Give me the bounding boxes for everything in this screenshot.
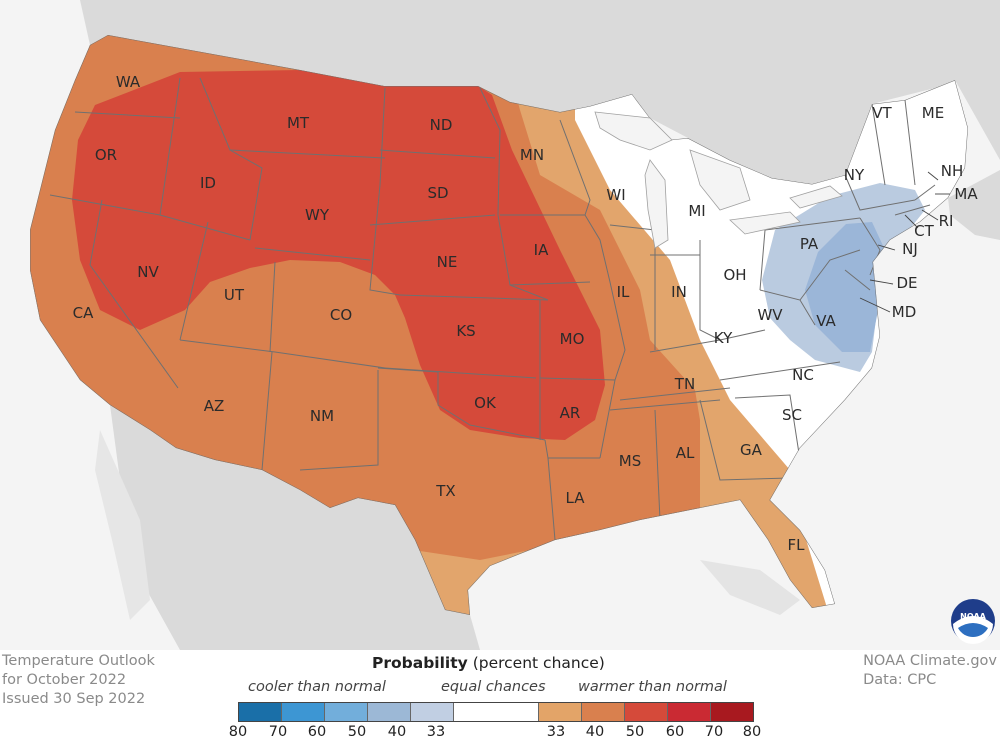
legend-swatch-warm-60-70 (668, 703, 711, 721)
state-label-tn: TN (674, 375, 695, 393)
caption-line-issued: Issued 30 Sep 2022 (2, 691, 146, 707)
leader-line-nh (927, 171, 939, 181)
state-label-nm: NM (310, 407, 334, 425)
state-label-wa: WA (116, 73, 141, 91)
legend-swatch-warm-70-80 (711, 703, 753, 721)
legend-tick: 50 (625, 724, 645, 740)
state-label-or: OR (95, 146, 117, 164)
state-label-ky: KY (714, 329, 733, 347)
outlook-map: WA OR CA ID NV MT WY UT AZ CO NM ND SD N… (0, 0, 1000, 650)
legend-tick: 80 (228, 724, 248, 740)
state-label-sd: SD (427, 184, 448, 202)
state-label-fl: FL (788, 536, 806, 554)
state-label-il: IL (617, 283, 630, 301)
legend-tick: 50 (347, 724, 367, 740)
state-label-ms: MS (619, 452, 641, 470)
state-label-wy: WY (305, 206, 330, 224)
caption-line-period: for October 2022 (2, 672, 127, 688)
state-label-ny: NY (844, 166, 865, 184)
legend-title-rest: (percent chance) (472, 654, 605, 672)
legend-color-bar (238, 702, 754, 722)
legend-swatch-equal-chances (454, 703, 539, 721)
leader-line-de (869, 279, 894, 285)
state-label-mi: MI (688, 202, 705, 220)
state-label-va: VA (816, 312, 836, 330)
legend-swatch-cool-50-60 (325, 703, 368, 721)
credit-data: Data: CPC (863, 672, 937, 688)
leader-line-md (859, 297, 891, 313)
state-label-id: ID (200, 174, 216, 192)
legend-tick: 70 (704, 724, 724, 740)
state-label-wi: WI (606, 186, 625, 204)
legend-swatch-warm-33-40 (539, 703, 582, 721)
state-label-nv: NV (137, 263, 159, 281)
legend-cooler-caption: cooler than normal (248, 679, 386, 695)
legend-tick: 40 (387, 724, 407, 740)
state-label-nc: NC (792, 366, 814, 384)
legend-tick: 60 (665, 724, 685, 740)
state-label-de: DE (896, 274, 917, 292)
state-label-wv: WV (757, 306, 783, 324)
credits: NOAA Climate.gov Data: CPC (863, 652, 997, 690)
legend-title-bold: Probability (372, 654, 468, 672)
state-label-ne: NE (437, 253, 458, 271)
credit-source: NOAA Climate.gov (863, 653, 997, 669)
legend-tick: 33 (546, 724, 566, 740)
state-label-mt: MT (287, 114, 310, 132)
state-label-ar: AR (560, 404, 581, 422)
caption-line-title: Temperature Outlook (2, 653, 155, 669)
state-label-in: IN (671, 283, 687, 301)
state-label-la: LA (566, 489, 586, 507)
state-label-me: ME (922, 104, 944, 122)
state-label-sc: SC (782, 406, 802, 424)
noaa-logo-text: NOAA (960, 612, 986, 621)
leader-line-ct (904, 214, 919, 229)
leader-line-ri (921, 209, 939, 221)
legend-swatch-cool-33-40 (411, 703, 454, 721)
state-label-ia: IA (534, 241, 549, 259)
state-label-ks: KS (456, 322, 475, 340)
state-label-pa: PA (800, 235, 819, 253)
legend-warmer-caption: warmer than normal (578, 679, 727, 695)
state-label-ca: CA (73, 304, 94, 322)
state-label-az: AZ (204, 397, 225, 415)
state-label-nd: ND (430, 116, 453, 134)
state-label-ut: UT (224, 286, 245, 304)
legend-tick: 60 (307, 724, 327, 740)
legend-tick: 33 (426, 724, 446, 740)
state-label-oh: OH (723, 266, 746, 284)
state-label-ok: OK (474, 394, 497, 412)
legend-tick: 70 (268, 724, 288, 740)
state-label-nh: NH (941, 162, 964, 180)
legend-swatch-warm-40-50 (582, 703, 625, 721)
legend-swatch-cool-40-50 (368, 703, 411, 721)
leader-line-nj (877, 244, 896, 251)
state-label-ri: RI (939, 212, 954, 230)
state-label-tx: TX (435, 482, 455, 500)
noaa-logo-icon: NOAA (951, 599, 995, 644)
legend-tick: 40 (585, 724, 605, 740)
state-label-mo: MO (560, 330, 585, 348)
state-label-co: CO (330, 306, 352, 324)
legend-swatch-cool-60-70 (282, 703, 325, 721)
state-label-vt: VT (872, 104, 892, 122)
legend-swatch-cool-70-80 (239, 703, 282, 721)
state-label-md: MD (892, 303, 917, 321)
state-label-al: AL (676, 444, 695, 462)
state-label-ma: MA (954, 185, 978, 203)
state-label-ct: CT (914, 222, 934, 240)
state-label-nj: NJ (902, 240, 918, 258)
state-label-ga: GA (740, 441, 763, 459)
legend-title: Probability (percent chance) (372, 654, 605, 672)
outlook-caption: Temperature Outlook for October 2022 Iss… (2, 652, 155, 709)
legend-equal-caption: equal chances (441, 679, 546, 695)
legend-swatch-warm-50-60 (625, 703, 668, 721)
legend-tick: 80 (742, 724, 762, 740)
state-label-mn: MN (520, 146, 544, 164)
